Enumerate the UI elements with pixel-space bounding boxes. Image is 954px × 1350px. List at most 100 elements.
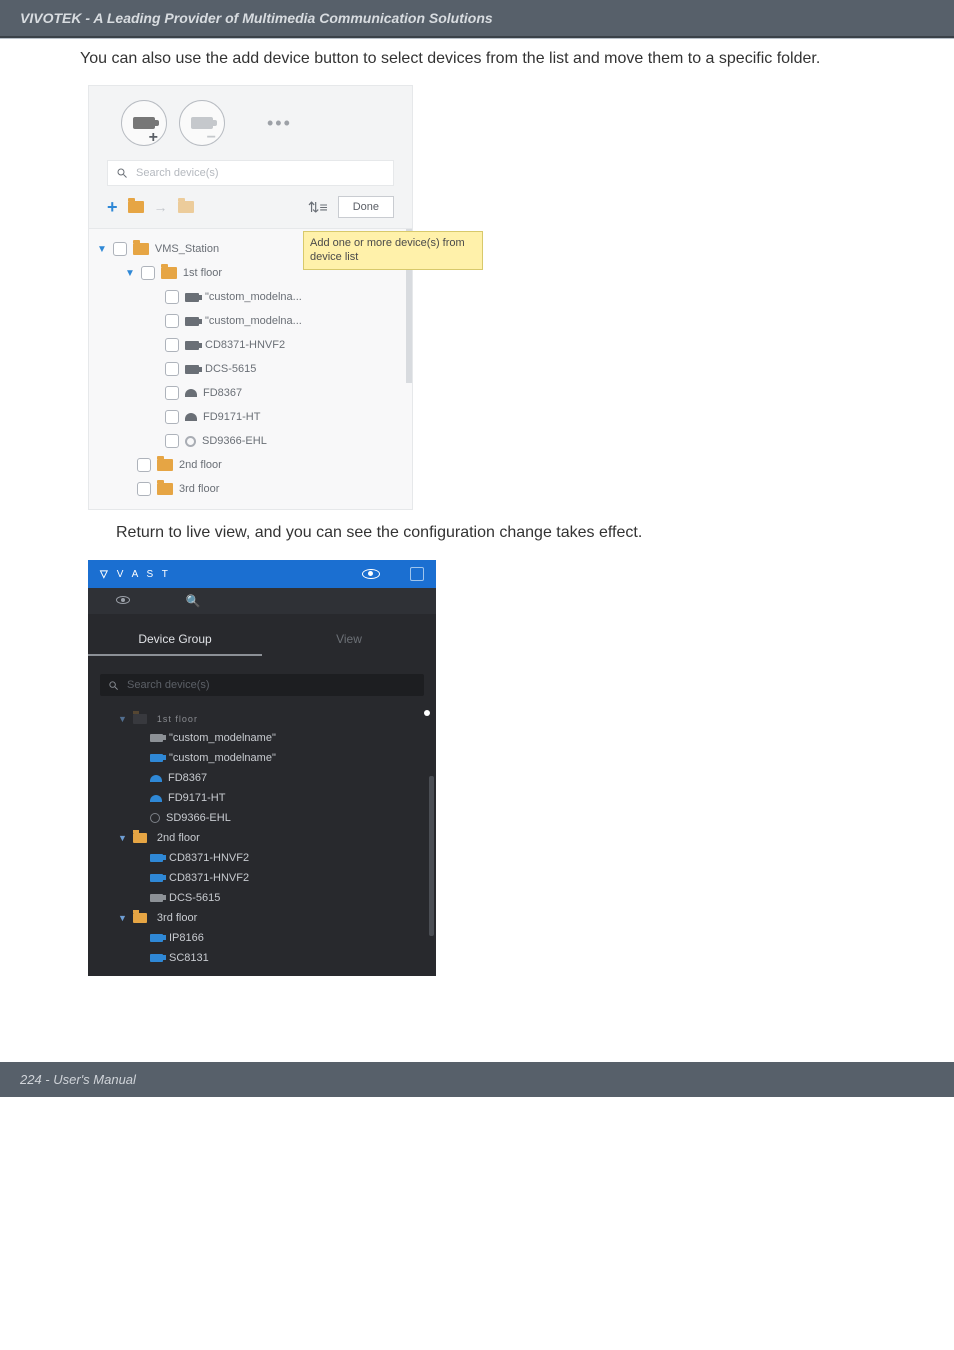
dome-camera-icon bbox=[150, 795, 162, 802]
add-folder-icon[interactable]: + bbox=[107, 197, 118, 218]
caret-icon[interactable]: ▼ bbox=[118, 714, 127, 724]
sub-header: 🔍 bbox=[88, 588, 436, 614]
tooltip: Add one or more device(s) from device li… bbox=[303, 231, 483, 270]
folder-icon[interactable] bbox=[128, 201, 144, 213]
checkbox[interactable] bbox=[141, 266, 155, 280]
folder-icon bbox=[133, 913, 147, 923]
camera-icon bbox=[150, 874, 163, 882]
tree-device-row[interactable]: SD9366-EHL bbox=[88, 808, 436, 828]
checkbox[interactable] bbox=[137, 458, 151, 472]
folder-icon bbox=[133, 714, 147, 724]
playback-icon[interactable] bbox=[410, 567, 424, 581]
search-input-dark[interactable]: Search device(s) bbox=[100, 674, 424, 696]
device-label: SC8131 bbox=[169, 952, 209, 964]
search-placeholder: Search device(s) bbox=[127, 679, 210, 691]
tree-device-row[interactable]: "custom_modelna... bbox=[89, 285, 412, 309]
caret-icon[interactable]: ▼ bbox=[125, 268, 135, 279]
caret-icon[interactable]: ▼ bbox=[118, 833, 127, 843]
screenshot-add-device: + − ••• Search device(s) + → ⇅≡ Done bbox=[88, 85, 413, 510]
done-button[interactable]: Done bbox=[338, 196, 394, 218]
remove-camera-button[interactable]: − bbox=[179, 100, 225, 146]
device-tree-dark: ▼ 1st floor "custom_modelname" "custom_m… bbox=[88, 706, 436, 976]
tree-device-row[interactable]: CD8371-HNVF2 bbox=[88, 848, 436, 868]
device-label: IP8166 bbox=[169, 932, 204, 944]
camera-icon bbox=[150, 894, 163, 902]
folder-label: 1st floor bbox=[157, 714, 198, 724]
move-to-folder-icon: → bbox=[154, 199, 168, 215]
screenshot-toolbar: + − ••• Search device(s) + → ⇅≡ Done bbox=[88, 85, 413, 229]
content: You can also use the add device button t… bbox=[0, 39, 954, 976]
device-label: FD8367 bbox=[168, 772, 207, 784]
ptz-camera-icon bbox=[185, 436, 196, 447]
checkbox[interactable] bbox=[165, 410, 179, 424]
device-label: CD8371-HNVF2 bbox=[169, 852, 249, 864]
brand-label: V A S T bbox=[117, 569, 171, 580]
tree-device-row[interactable]: FD8367 bbox=[88, 768, 436, 788]
scrollbar[interactable] bbox=[429, 776, 434, 936]
checkbox[interactable] bbox=[165, 386, 179, 400]
camera-icon bbox=[185, 341, 199, 350]
footer-text: 224 - User's Manual bbox=[20, 1072, 934, 1087]
dome-camera-icon bbox=[185, 413, 197, 421]
tree-device-row[interactable]: SD9366-EHL bbox=[89, 429, 412, 453]
folder-icon bbox=[161, 267, 177, 279]
tree-device-row[interactable]: SC8131 bbox=[88, 948, 436, 968]
device-label: "custom_modelname" bbox=[169, 732, 276, 744]
camera-icon bbox=[150, 954, 163, 962]
tree-device-row[interactable]: IP8166 bbox=[88, 928, 436, 948]
add-camera-button[interactable]: + bbox=[121, 100, 167, 146]
checkbox[interactable] bbox=[165, 434, 179, 448]
view-mode-icon[interactable] bbox=[88, 595, 158, 607]
camera-icon bbox=[150, 754, 163, 762]
tab-view[interactable]: View bbox=[262, 632, 436, 656]
device-label: SD9366-EHL bbox=[202, 435, 267, 447]
camera-icon bbox=[185, 293, 199, 302]
tree-folder-row[interactable]: 3rd floor bbox=[89, 477, 412, 501]
caret-icon[interactable]: ▼ bbox=[97, 244, 107, 255]
tree-folder-row[interactable]: ▼ 3rd floor bbox=[88, 908, 436, 928]
tree-device-row[interactable]: CD8371-HNVF2 bbox=[88, 868, 436, 888]
device-label: CD8371-HNVF2 bbox=[169, 872, 249, 884]
tab-device-group[interactable]: Device Group bbox=[88, 632, 262, 656]
folder-label: 3rd floor bbox=[157, 912, 197, 924]
checkbox[interactable] bbox=[165, 314, 179, 328]
screenshot-live-view: ▽ V A S T 🔍 Device Group View Search dev… bbox=[88, 560, 436, 976]
tree-device-row[interactable]: DCS-5615 bbox=[88, 888, 436, 908]
device-label: DCS-5615 bbox=[169, 892, 220, 904]
tree-device-row[interactable]: "custom_modelna... bbox=[89, 309, 412, 333]
checkbox[interactable] bbox=[137, 482, 151, 496]
tree-device-row[interactable]: CD8371-HNVF2 bbox=[89, 333, 412, 357]
ptz-camera-icon bbox=[150, 813, 160, 823]
checkbox[interactable] bbox=[165, 338, 179, 352]
device-label: SD9366-EHL bbox=[166, 812, 231, 824]
search-input[interactable]: Search device(s) bbox=[107, 160, 394, 186]
tree-device-row[interactable]: FD8367 bbox=[89, 381, 412, 405]
tree-device-row[interactable]: "custom_modelname" bbox=[88, 728, 436, 748]
folder-icon bbox=[157, 459, 173, 471]
camera-icon bbox=[150, 734, 163, 742]
checkbox[interactable] bbox=[113, 242, 127, 256]
app-header: ▽ V A S T bbox=[88, 560, 436, 588]
live-view-icon[interactable] bbox=[362, 569, 380, 579]
device-label: "custom_modelna... bbox=[205, 291, 302, 303]
caret-icon[interactable]: ▼ bbox=[118, 913, 127, 923]
root-label: VMS_Station bbox=[155, 243, 219, 255]
tree-folder-row[interactable]: ▼ 2nd floor bbox=[88, 828, 436, 848]
tree-device-row[interactable]: FD9171-HT bbox=[88, 788, 436, 808]
checkbox[interactable] bbox=[165, 290, 179, 304]
tree-folder-row[interactable]: ▼ 1st floor bbox=[88, 710, 436, 728]
sort-icon[interactable]: ⇅≡ bbox=[308, 199, 328, 216]
folder-icon bbox=[157, 483, 173, 495]
folder-label: 3rd floor bbox=[179, 483, 219, 495]
tree-device-row[interactable]: DCS-5615 bbox=[89, 357, 412, 381]
checkbox[interactable] bbox=[165, 362, 179, 376]
tree-device-row[interactable]: "custom_modelname" bbox=[88, 748, 436, 768]
page-footer: 224 - User's Manual bbox=[0, 1062, 954, 1097]
tree-folder-row[interactable]: 2nd floor bbox=[89, 453, 412, 477]
search-mode-icon[interactable]: 🔍 bbox=[158, 594, 228, 608]
more-icon[interactable]: ••• bbox=[267, 113, 292, 134]
mid-paragraph: Return to live view, and you can see the… bbox=[116, 524, 884, 542]
device-label: DCS-5615 bbox=[205, 363, 256, 375]
folder-label: 1st floor bbox=[183, 267, 222, 279]
tree-device-row[interactable]: FD9171-HT bbox=[89, 405, 412, 429]
